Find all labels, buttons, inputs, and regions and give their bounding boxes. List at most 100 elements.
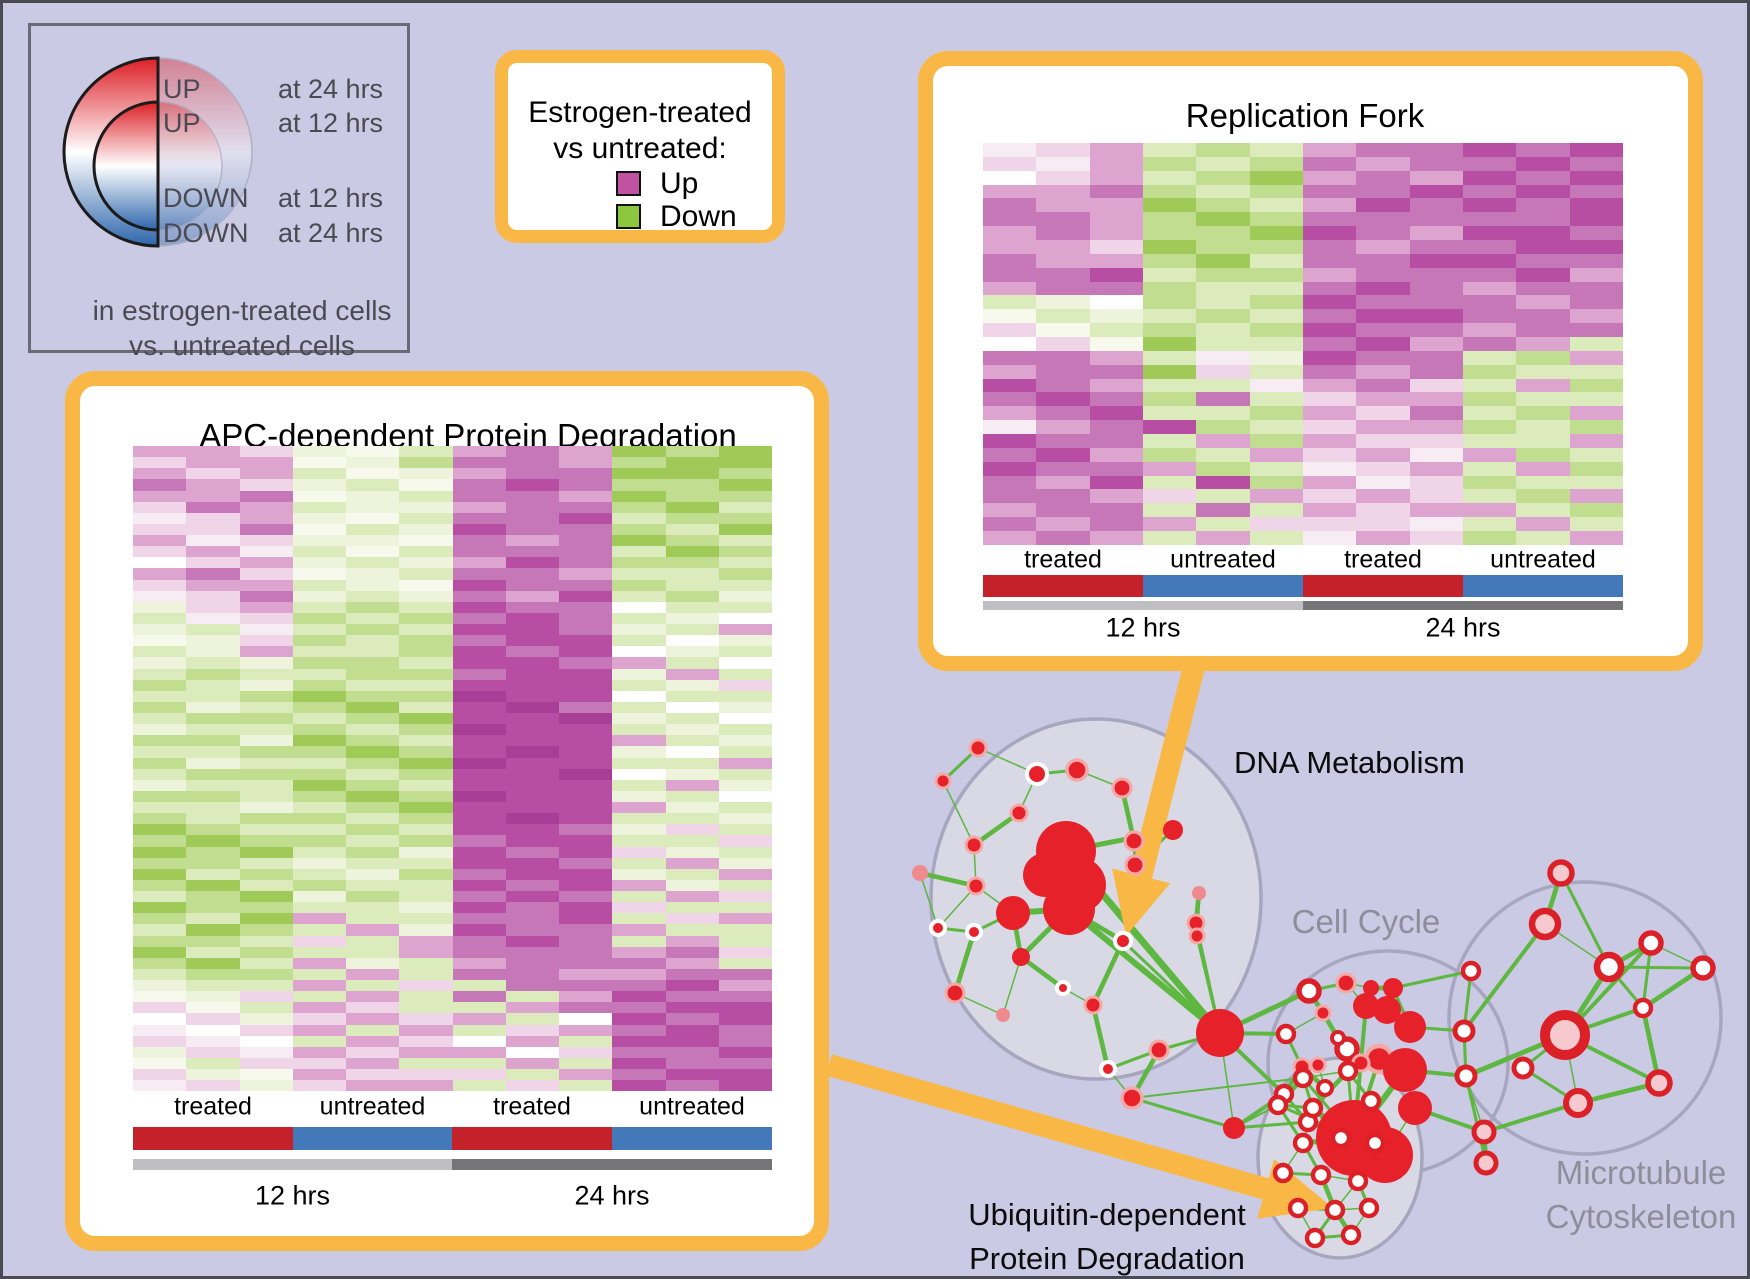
updown-rings-graphic <box>62 56 253 248</box>
heatmap-row <box>133 568 772 580</box>
ring-legend-footer-1: in estrogen-treated cells <box>92 295 392 326</box>
network-node-ringw <box>965 923 983 941</box>
heatmap-cell <box>612 779 666 791</box>
heatmap-cell <box>133 601 187 613</box>
heatmap-cell <box>292 757 346 769</box>
heatmap-cell <box>1302 143 1357 157</box>
heatmap-cell <box>133 1046 187 1058</box>
heatmap-cell <box>452 713 506 725</box>
heatmap-cell <box>399 1002 453 1014</box>
heatmap-cell <box>559 446 613 458</box>
network-edge <box>1131 1077 1304 1099</box>
heatmap-cell <box>292 501 346 513</box>
heatmap-cell <box>346 802 400 814</box>
heatmap-cell <box>612 1035 666 1047</box>
network-node-pink <box>1192 886 1206 900</box>
heatmap-cell <box>665 713 719 725</box>
heatmap-cell <box>1196 337 1250 351</box>
network-node-ringp <box>1473 1150 1499 1176</box>
network-node-redp <box>1123 830 1145 852</box>
heatmap-cell <box>1356 406 1410 421</box>
heatmap-cell <box>1249 170 1303 185</box>
heatmap-cell <box>665 624 719 636</box>
heatmap-cell <box>239 768 293 780</box>
heatmap-cell <box>612 1069 666 1081</box>
heatmap-cell <box>1409 309 1463 324</box>
heatmap-cell <box>1249 503 1303 518</box>
heatmap-cell <box>346 546 400 558</box>
heatmap-cell <box>983 392 1037 407</box>
heatmap-cell <box>239 846 293 858</box>
heatmap-cell <box>983 212 1037 227</box>
heatmap-cell <box>1356 503 1410 518</box>
heatmap-cell <box>292 1013 346 1025</box>
heatmap-cell <box>718 568 772 580</box>
heatmap-cell <box>718 546 772 558</box>
heatmap-cell <box>559 501 613 513</box>
network-node-red <box>1394 1011 1426 1043</box>
heatmap-cell <box>559 824 613 836</box>
heatmap-cell <box>1089 434 1143 448</box>
heatmap-cell <box>559 646 613 658</box>
timepoint-bar-12hrs <box>983 601 1303 610</box>
heatmap-cell <box>559 523 613 535</box>
heatmap-row <box>133 523 772 535</box>
timepoint-bar-12hrs <box>133 1159 452 1170</box>
heatmap-cell <box>346 957 400 969</box>
heatmap-cell <box>133 624 187 636</box>
heatmap-cell <box>1249 198 1303 213</box>
ring-row-time: at 12 hrs <box>278 183 384 213</box>
network-node-pink <box>912 865 928 881</box>
heatmap-cell <box>1142 198 1197 213</box>
heatmap-cell <box>239 668 293 680</box>
heatmap-row <box>133 657 772 669</box>
heatmap-cell <box>133 635 187 647</box>
heatmap-cell <box>399 879 453 891</box>
heatmap-row <box>133 935 772 947</box>
heatmap-cell <box>399 768 453 780</box>
heatmap-cell <box>1516 475 1570 490</box>
heatmap-cell <box>399 512 453 524</box>
heatmap-cell <box>239 1013 293 1025</box>
heatmap-cell <box>612 601 666 613</box>
heatmap-cell <box>1516 240 1570 254</box>
heatmap-cell <box>399 468 453 480</box>
heatmap-cell <box>1409 489 1463 504</box>
heatmap-cell <box>292 746 346 758</box>
heatmap-cell <box>292 935 346 947</box>
heatmap-cell <box>239 535 293 547</box>
heatmap-cell <box>665 746 719 758</box>
heatmap-cell <box>718 1069 772 1081</box>
network-edge <box>1464 1075 1488 1164</box>
condition-bar <box>1463 575 1623 597</box>
heatmap-cell <box>239 957 293 969</box>
heatmap-cell <box>559 835 613 847</box>
heatmap-cell <box>346 813 400 825</box>
heatmap-cell <box>1196 461 1250 476</box>
heatmap-cell <box>399 824 453 836</box>
network-node-ring <box>1460 960 1482 982</box>
heatmap-cell <box>718 768 772 780</box>
heatmap-cell <box>1089 350 1143 365</box>
heatmap-cell <box>239 590 293 602</box>
heatmap-cell <box>612 612 666 624</box>
heatmap-cell <box>452 835 506 847</box>
heatmap-cell <box>239 523 293 535</box>
network-node-red <box>1373 996 1401 1024</box>
heatmap-cell <box>346 768 400 780</box>
heatmap-cell <box>452 980 506 992</box>
condition-bar <box>293 1127 452 1150</box>
network-node-ringw <box>1025 762 1049 786</box>
heatmap-cell <box>239 457 293 469</box>
network-node-ring <box>1267 1094 1289 1116</box>
heatmap-cell <box>1356 378 1410 393</box>
heatmap-cell <box>1089 406 1143 421</box>
heatmap-cell <box>505 790 559 802</box>
heatmap-row <box>133 779 772 791</box>
heatmap-cell <box>718 512 772 524</box>
heatmap-cell <box>665 612 719 624</box>
heatmap-cell <box>718 957 772 969</box>
heatmap-cell <box>1569 170 1623 185</box>
heatmap-cell <box>665 802 719 814</box>
network-edge <box>1392 969 1472 990</box>
